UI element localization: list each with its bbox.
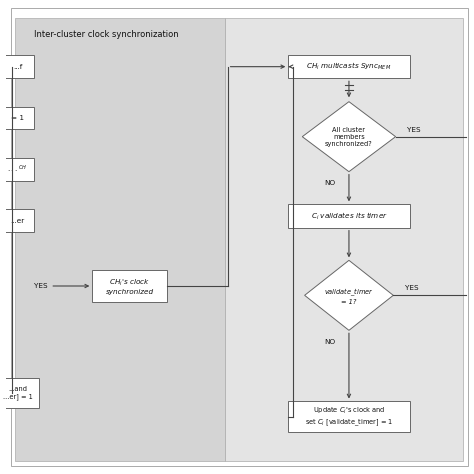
Text: $C_i$ validates its timer: $C_i$ validates its timer <box>310 210 387 222</box>
Text: $validate\_timer$
= 1?: $validate\_timer$ = 1? <box>324 286 374 305</box>
FancyBboxPatch shape <box>0 378 38 409</box>
FancyBboxPatch shape <box>288 55 410 78</box>
Text: YES: YES <box>405 285 419 292</box>
FancyBboxPatch shape <box>288 401 410 432</box>
Text: NO: NO <box>325 180 336 186</box>
Text: ...f: ...f <box>13 64 22 70</box>
FancyBboxPatch shape <box>92 270 167 302</box>
FancyBboxPatch shape <box>288 204 410 228</box>
Text: YES: YES <box>34 283 47 289</box>
Text: YES: YES <box>407 127 421 133</box>
Text: All cluster
members
synchronized?: All cluster members synchronized? <box>325 127 373 146</box>
FancyBboxPatch shape <box>1 55 34 78</box>
Text: ...and
...er] = 1: ...and ...er] = 1 <box>3 386 33 400</box>
FancyBboxPatch shape <box>1 107 34 129</box>
Text: $CH_i$ multicasts $Sync_{MEM}$: $CH_i$ multicasts $Sync_{MEM}$ <box>306 61 392 72</box>
Text: ...er: ...er <box>10 218 25 224</box>
Text: $CH_i$'s clock
synchronized: $CH_i$'s clock synchronized <box>106 277 154 295</box>
Text: NO: NO <box>325 339 336 345</box>
FancyBboxPatch shape <box>10 9 468 465</box>
FancyBboxPatch shape <box>15 18 225 461</box>
Polygon shape <box>305 260 393 330</box>
Text: $...^{CH}$: $...^{CH}$ <box>8 164 28 175</box>
FancyBboxPatch shape <box>1 210 34 232</box>
FancyBboxPatch shape <box>225 18 463 461</box>
Polygon shape <box>302 101 396 172</box>
FancyBboxPatch shape <box>1 158 34 181</box>
Text: Update $C_i$'s clock and
set $C_i$ [validate_timer] = 1: Update $C_i$'s clock and set $C_i$ [vali… <box>305 406 393 428</box>
Text: Inter-cluster clock synchronization: Inter-cluster clock synchronization <box>34 29 179 38</box>
Text: = 1: = 1 <box>11 115 24 121</box>
